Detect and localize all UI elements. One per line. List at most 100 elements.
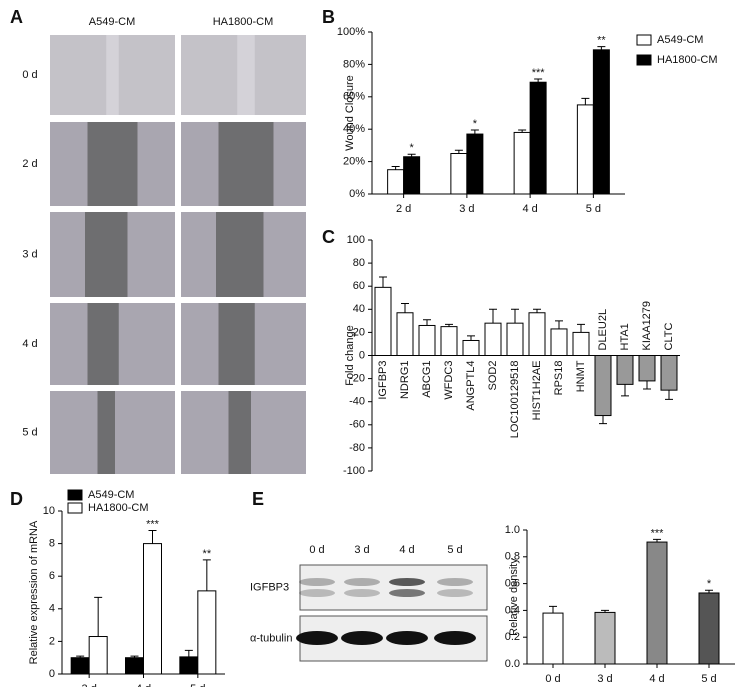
error-bar [621,384,629,397]
x-tick-label: 2 d [396,203,411,215]
bar [418,324,436,357]
blot-band [389,589,425,597]
lane-label: 3 d [354,544,369,556]
bar [179,656,199,675]
bar [660,355,678,391]
y-tick-label: 0.2 [505,631,520,643]
y-tick-label: 80% [343,58,365,70]
x-tick-label: 4 d [136,683,151,687]
error-bar [401,303,409,313]
bar [638,355,656,382]
x-tick-label: SOD2 [487,361,499,391]
y-tick-label: 20% [343,156,365,168]
y-tick-label: -40 [349,396,365,408]
row-label: 0 d [22,69,37,81]
bar [484,322,502,357]
y-tick-label: 40% [343,123,365,135]
blot-band [386,631,428,645]
y-tick-label: 100 [347,234,365,246]
error-bar [533,308,541,313]
column-label: HA1800-CM [213,16,274,28]
legend-swatch [636,54,652,66]
bar [542,612,564,665]
error-bar [577,323,585,333]
error-bar [379,276,387,288]
significance: * [707,578,712,590]
x-tick-label: HIST1H2AE [531,361,543,421]
bar [403,156,421,195]
significance: * [409,142,414,154]
error-bar [445,323,453,327]
y-tick-label: 0.4 [505,604,520,616]
wound-gap [97,391,115,474]
bar [387,169,405,195]
bar [572,331,590,356]
bar [396,312,414,357]
x-tick-label: KIAA1279 [641,301,653,351]
y-tick-label: 1.0 [505,524,520,536]
x-tick-label: 0 d [545,673,560,685]
bar [466,133,484,195]
blot-band [344,589,380,597]
row-label: 3 d [22,248,37,260]
y-tick-label: -100 [343,465,365,477]
error-bar [601,609,609,613]
x-tick-label: RPS18 [553,361,565,396]
lane-label: 0 d [309,544,324,556]
error-bar [643,380,651,390]
y-tick-label: 8 [49,538,55,550]
error-bar [130,655,139,658]
y-tick-label: 0.0 [505,658,520,670]
y-tick-label: 100% [337,26,365,38]
error-bar [76,655,85,658]
x-tick-label: 5 d [190,683,205,687]
bar [594,355,612,417]
error-bar [94,596,103,637]
x-tick-label: 5 d [586,203,601,215]
error-bar [489,308,497,324]
y-tick-label: 0 [49,668,55,680]
y-tick-label: 0 [359,349,365,361]
wound-gap [218,303,255,385]
error-bar [423,319,431,326]
error-bar [148,530,157,544]
y-tick-label: 80 [353,257,365,269]
bar [440,326,458,356]
bar [616,355,634,385]
x-tick-label: DLEU2L [597,309,609,351]
bar [143,543,162,675]
wound-gap [228,391,251,474]
y-tick-label: -60 [349,419,365,431]
y-tick-label: 60% [343,91,365,103]
error-bar [391,165,400,170]
panel-letter: A [10,7,23,27]
y-tick-label: 40 [353,303,365,315]
x-tick-label: ANGPTL4 [465,361,477,411]
bar [462,339,480,356]
row-label: 4 d [22,338,37,350]
error-bar [549,605,557,614]
bar [513,131,531,195]
bar [646,541,668,665]
bar [374,286,392,357]
significance: ** [203,548,212,560]
blot-row-label: α-tubulin [250,632,292,644]
wound-gap [87,122,138,206]
y-tick-label: 0% [349,188,365,200]
y-axis-label: Wound Closure [344,75,356,151]
bar [506,322,524,357]
x-tick-label: CLTC [663,323,675,351]
bar [197,590,217,675]
y-axis-label: Relative density [508,558,520,636]
wound-gap [216,212,264,297]
y-tick-label: 60 [353,280,365,292]
error-bar [454,149,463,154]
error-bar [597,46,606,50]
y-tick-label: 20 [353,326,365,338]
bar [528,312,546,357]
error-bar [518,129,527,133]
y-tick-label: 2 [49,635,55,647]
x-tick-label: 3 d [597,673,612,685]
error-bar [599,415,607,425]
